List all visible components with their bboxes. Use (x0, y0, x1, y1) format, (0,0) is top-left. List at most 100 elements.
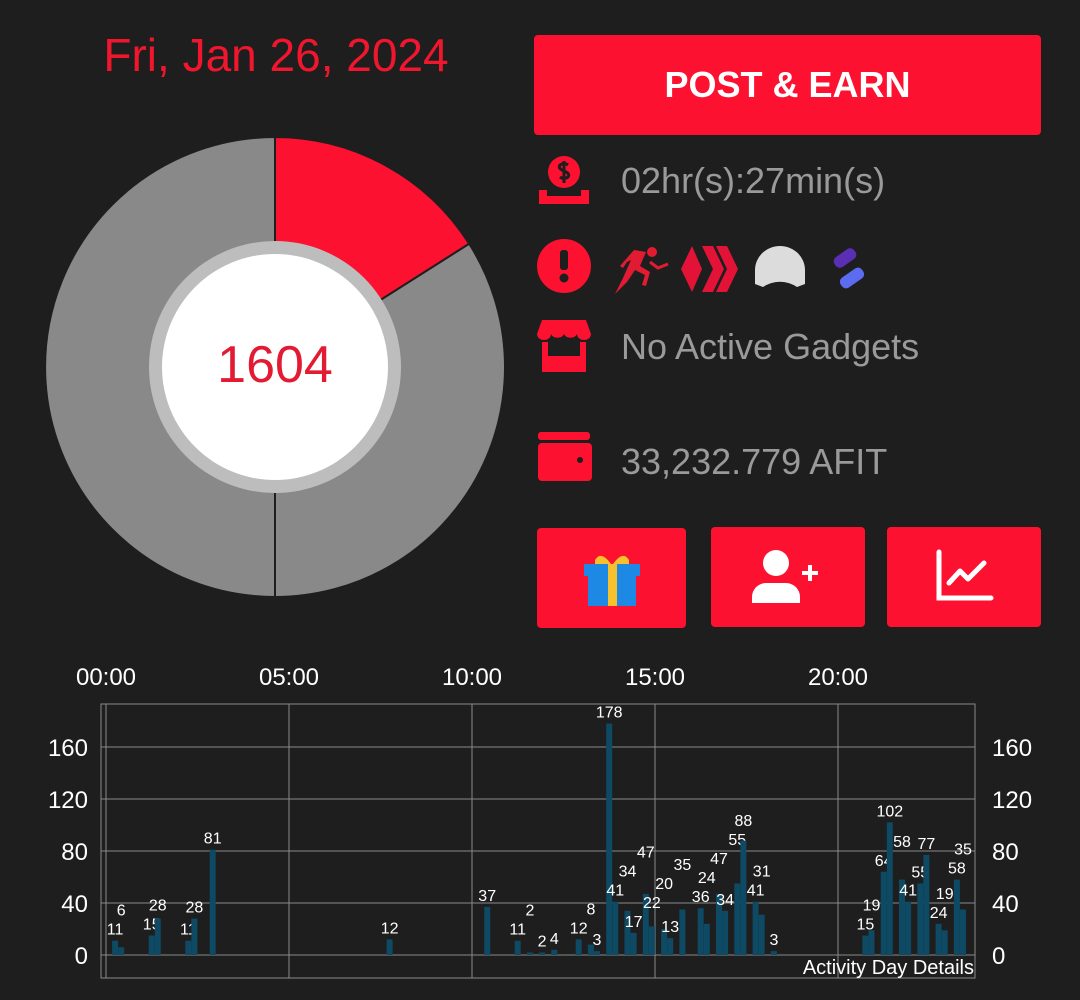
earn-timer: 02hr(s):27min(s) (621, 160, 886, 201)
shop-icon[interactable] (536, 318, 592, 374)
bar (148, 935, 155, 955)
bar (703, 923, 710, 955)
bar-value-label: 47 (637, 845, 655, 862)
bar (191, 918, 198, 955)
bar (899, 879, 905, 955)
bar (154, 918, 161, 955)
bar-value-label: 2 (538, 933, 547, 950)
bar (514, 940, 521, 955)
invite-friend-button[interactable] (711, 527, 865, 627)
helmet-icon[interactable] (752, 244, 808, 294)
bar (575, 939, 582, 955)
bar (539, 952, 546, 955)
post-earn-button[interactable]: POST & EARN (534, 35, 1041, 135)
x-tick-label: 00:00 (76, 664, 136, 691)
hive-icon[interactable] (680, 244, 740, 294)
bar-value-label: 37 (478, 888, 496, 905)
bar-value-label: 35 (954, 842, 972, 859)
bar (118, 947, 125, 955)
bar-value-label: 12 (381, 920, 399, 937)
bar-value-label: 15 (857, 917, 875, 934)
stats-button[interactable] (887, 527, 1041, 627)
bar-value-label: 6 (117, 903, 126, 920)
date-label: Fri, Jan 26, 2024 (103, 29, 449, 81)
bar-value-label: 178 (596, 705, 623, 722)
bar (594, 951, 600, 955)
bar (868, 930, 875, 955)
splinterlands-icon[interactable] (830, 244, 870, 294)
step-count: 1604 (217, 336, 333, 394)
bar (185, 940, 192, 955)
bar-value-label: 28 (186, 900, 204, 917)
bar (648, 926, 655, 955)
bar-value-label: 11 (509, 922, 526, 939)
plot-border (100, 703, 976, 979)
x-tick-label: 10:00 (442, 664, 502, 691)
chart-icon (936, 549, 994, 601)
add-friend-icon (752, 550, 818, 603)
bar-value-label: 19 (936, 886, 954, 903)
y-tick-label-right: 0 (992, 943, 1005, 970)
bar (642, 893, 649, 955)
y-tick-label-right: 80 (992, 839, 1019, 866)
bar-value-label: 17 (625, 914, 643, 931)
bar-value-label: 8 (586, 901, 595, 918)
gift-icon (583, 555, 640, 606)
bar (960, 909, 966, 955)
activity-day-chart[interactable]: 00:00 05:00 10:00 15:00 20:00 0 0 40 40 80 80 120 12… (0, 650, 1080, 1000)
bar-value-label: 24 (698, 870, 716, 887)
bar-value-label: 47 (710, 851, 728, 868)
bar-value-label: 41 (899, 883, 917, 900)
bar (752, 901, 759, 955)
bar (935, 923, 942, 955)
bar-value-label: 34 (716, 892, 734, 909)
runner-icon[interactable] (614, 244, 670, 294)
bar (923, 854, 930, 955)
bar (905, 901, 912, 955)
bar (587, 944, 594, 955)
bar (953, 879, 960, 955)
bar-value-label: 58 (893, 834, 911, 851)
alert-icon[interactable] (536, 238, 592, 294)
bar-value-label: 81 (204, 831, 222, 848)
x-tick-label: 15:00 (625, 664, 685, 691)
bar-value-label: 19 (863, 898, 881, 915)
bar-value-label: 12 (570, 920, 588, 937)
bar-value-label: 13 (661, 919, 679, 936)
wallet-icon[interactable] (536, 430, 592, 486)
bar-value-label: 2 (525, 903, 534, 920)
gift-button[interactable] (537, 528, 686, 628)
bar (886, 822, 893, 955)
bar-value-label: 88 (735, 813, 753, 830)
bar (526, 952, 533, 955)
bar-value-label: 41 (747, 883, 765, 900)
bar (722, 910, 729, 955)
bar-value-label: 36 (692, 889, 710, 906)
bar-value-label: 31 (753, 864, 771, 881)
bar-value-label: 4 (550, 931, 559, 948)
bar (661, 929, 668, 955)
bar (112, 940, 119, 955)
bar-value-label: 11 (107, 922, 124, 939)
bar-value-label: 3 (769, 932, 778, 949)
y-tick-label-left: 80 (61, 839, 88, 866)
bar (386, 939, 393, 955)
x-tick-label: 20:00 (808, 664, 868, 691)
bar (484, 906, 491, 955)
bar (624, 910, 631, 955)
gadgets-status: No Active Gadgets (621, 326, 920, 367)
afit-balance: 33,232.779 AFIT (621, 441, 888, 482)
bar (667, 938, 674, 955)
bar-value-label: 77 (918, 836, 936, 853)
bar-value-label: 3 (593, 932, 602, 949)
bar (612, 901, 619, 955)
bar-value-label: 24 (930, 905, 948, 922)
y-tick-label-left: 120 (48, 787, 88, 814)
bar-value-label: 35 (674, 857, 692, 874)
bar (716, 893, 722, 955)
coin-icon (539, 156, 589, 204)
donut-center (162, 254, 388, 480)
bar (862, 935, 869, 955)
bar (697, 908, 704, 955)
chart-title: Activity Day Details (803, 957, 974, 979)
